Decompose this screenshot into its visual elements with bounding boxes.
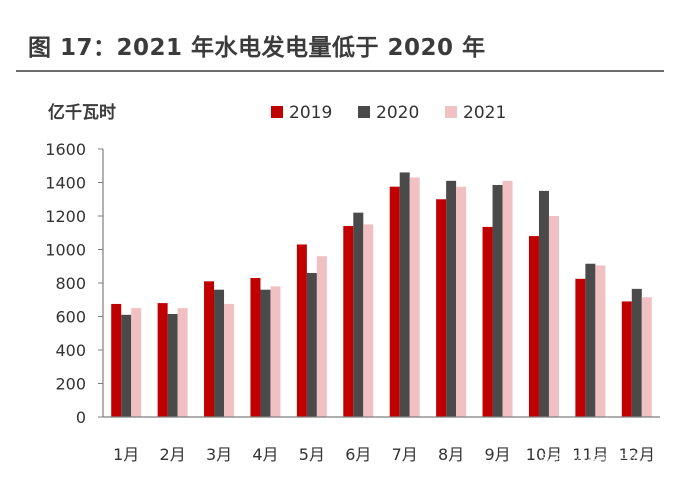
y-tick-label: 400 — [55, 341, 86, 360]
bar-2020-8 — [446, 180, 457, 417]
x-tick-label: 1月 — [113, 445, 139, 464]
bar-2020-9 — [492, 185, 503, 417]
bar-2020-6 — [353, 212, 364, 417]
bar-2019-5 — [296, 244, 307, 417]
bar-2020-2 — [167, 313, 178, 417]
x-tick-label: 8月 — [438, 445, 464, 464]
bar-2021-1 — [131, 308, 142, 417]
y-tick-label: 1000 — [45, 241, 86, 260]
legend-swatch-2020 — [358, 106, 370, 118]
bar-2020-1 — [121, 314, 132, 417]
bar-2021-7 — [409, 177, 420, 417]
bar-2021-11 — [595, 265, 606, 417]
x-tick-label: 11月 — [572, 445, 608, 464]
bar-2020-12 — [631, 288, 642, 417]
bar-2019-2 — [157, 303, 168, 417]
bar-2020-5 — [306, 272, 317, 417]
y-tick-label: 1200 — [45, 207, 86, 226]
bar-2020-11 — [585, 263, 596, 417]
y-axis-label: 亿千瓦时 — [48, 102, 116, 123]
y-axis-ticks: 0 200 400 600 800 1000 1200 1400 1600 — [45, 140, 103, 427]
bar-2019-7 — [389, 186, 400, 417]
bar-2021-8 — [456, 186, 467, 417]
bar-2019-12 — [621, 301, 632, 417]
legend-label-2019: 2019 — [289, 103, 332, 123]
x-tick-label: 10月 — [526, 445, 562, 464]
bar-2021-5 — [316, 256, 327, 417]
y-tick-label: 1400 — [45, 174, 86, 193]
x-axis-ticks: 1月 2月 3月 4月 5月 6月 7月 8月 9月 10月 11月 12月 — [113, 445, 655, 464]
x-tick-label: 3月 — [206, 445, 232, 464]
legend: 2019 2020 2021 — [271, 103, 506, 123]
x-tick-label: 2月 — [160, 445, 186, 464]
bar-2021-4 — [270, 286, 281, 417]
legend-swatch-2019 — [271, 106, 283, 118]
x-tick-label: 7月 — [392, 445, 418, 464]
bar-2019-1 — [111, 303, 122, 417]
y-tick-label: 0 — [76, 408, 86, 427]
x-tick-label: 6月 — [345, 445, 371, 464]
bar-2019-6 — [343, 226, 354, 417]
bar-2019-4 — [250, 277, 261, 417]
title-divider — [16, 70, 664, 72]
y-tick-label: 1600 — [45, 140, 86, 159]
bar-2021-3 — [224, 303, 235, 417]
bar-2021-10 — [548, 216, 559, 417]
bar-2019-10 — [528, 236, 539, 417]
legend-label-2021: 2021 — [463, 103, 506, 123]
bar-2021-9 — [502, 180, 513, 417]
x-tick-label: 5月 — [299, 445, 325, 464]
bar-2021-6 — [363, 224, 374, 417]
bar-2020-10 — [538, 190, 549, 417]
axes — [102, 149, 660, 418]
bar-2019-9 — [482, 226, 493, 417]
bar-2020-7 — [399, 172, 410, 417]
bar-2019-11 — [575, 278, 586, 417]
watermark: 头条 @未来智库 — [540, 452, 642, 469]
x-tick-label: 12月 — [619, 445, 655, 464]
y-tick-label: 800 — [55, 274, 86, 293]
legend-label-2020: 2020 — [376, 103, 419, 123]
bar-2019-3 — [204, 281, 215, 417]
legend-swatch-2021 — [445, 106, 457, 118]
bar-2021-12 — [641, 297, 652, 417]
x-tick-label: 9月 — [484, 445, 510, 464]
y-tick-label: 200 — [55, 375, 86, 394]
x-tick-label: 4月 — [252, 445, 278, 464]
bar-2020-4 — [260, 289, 271, 417]
figure-title: 图 17：2021 年水电发电量低于 2020 年 — [28, 35, 486, 61]
bars — [111, 172, 652, 417]
bar-2020-3 — [214, 289, 225, 417]
bar-2021-2 — [177, 308, 188, 417]
bar-2019-8 — [436, 199, 447, 417]
y-tick-label: 600 — [55, 308, 86, 327]
